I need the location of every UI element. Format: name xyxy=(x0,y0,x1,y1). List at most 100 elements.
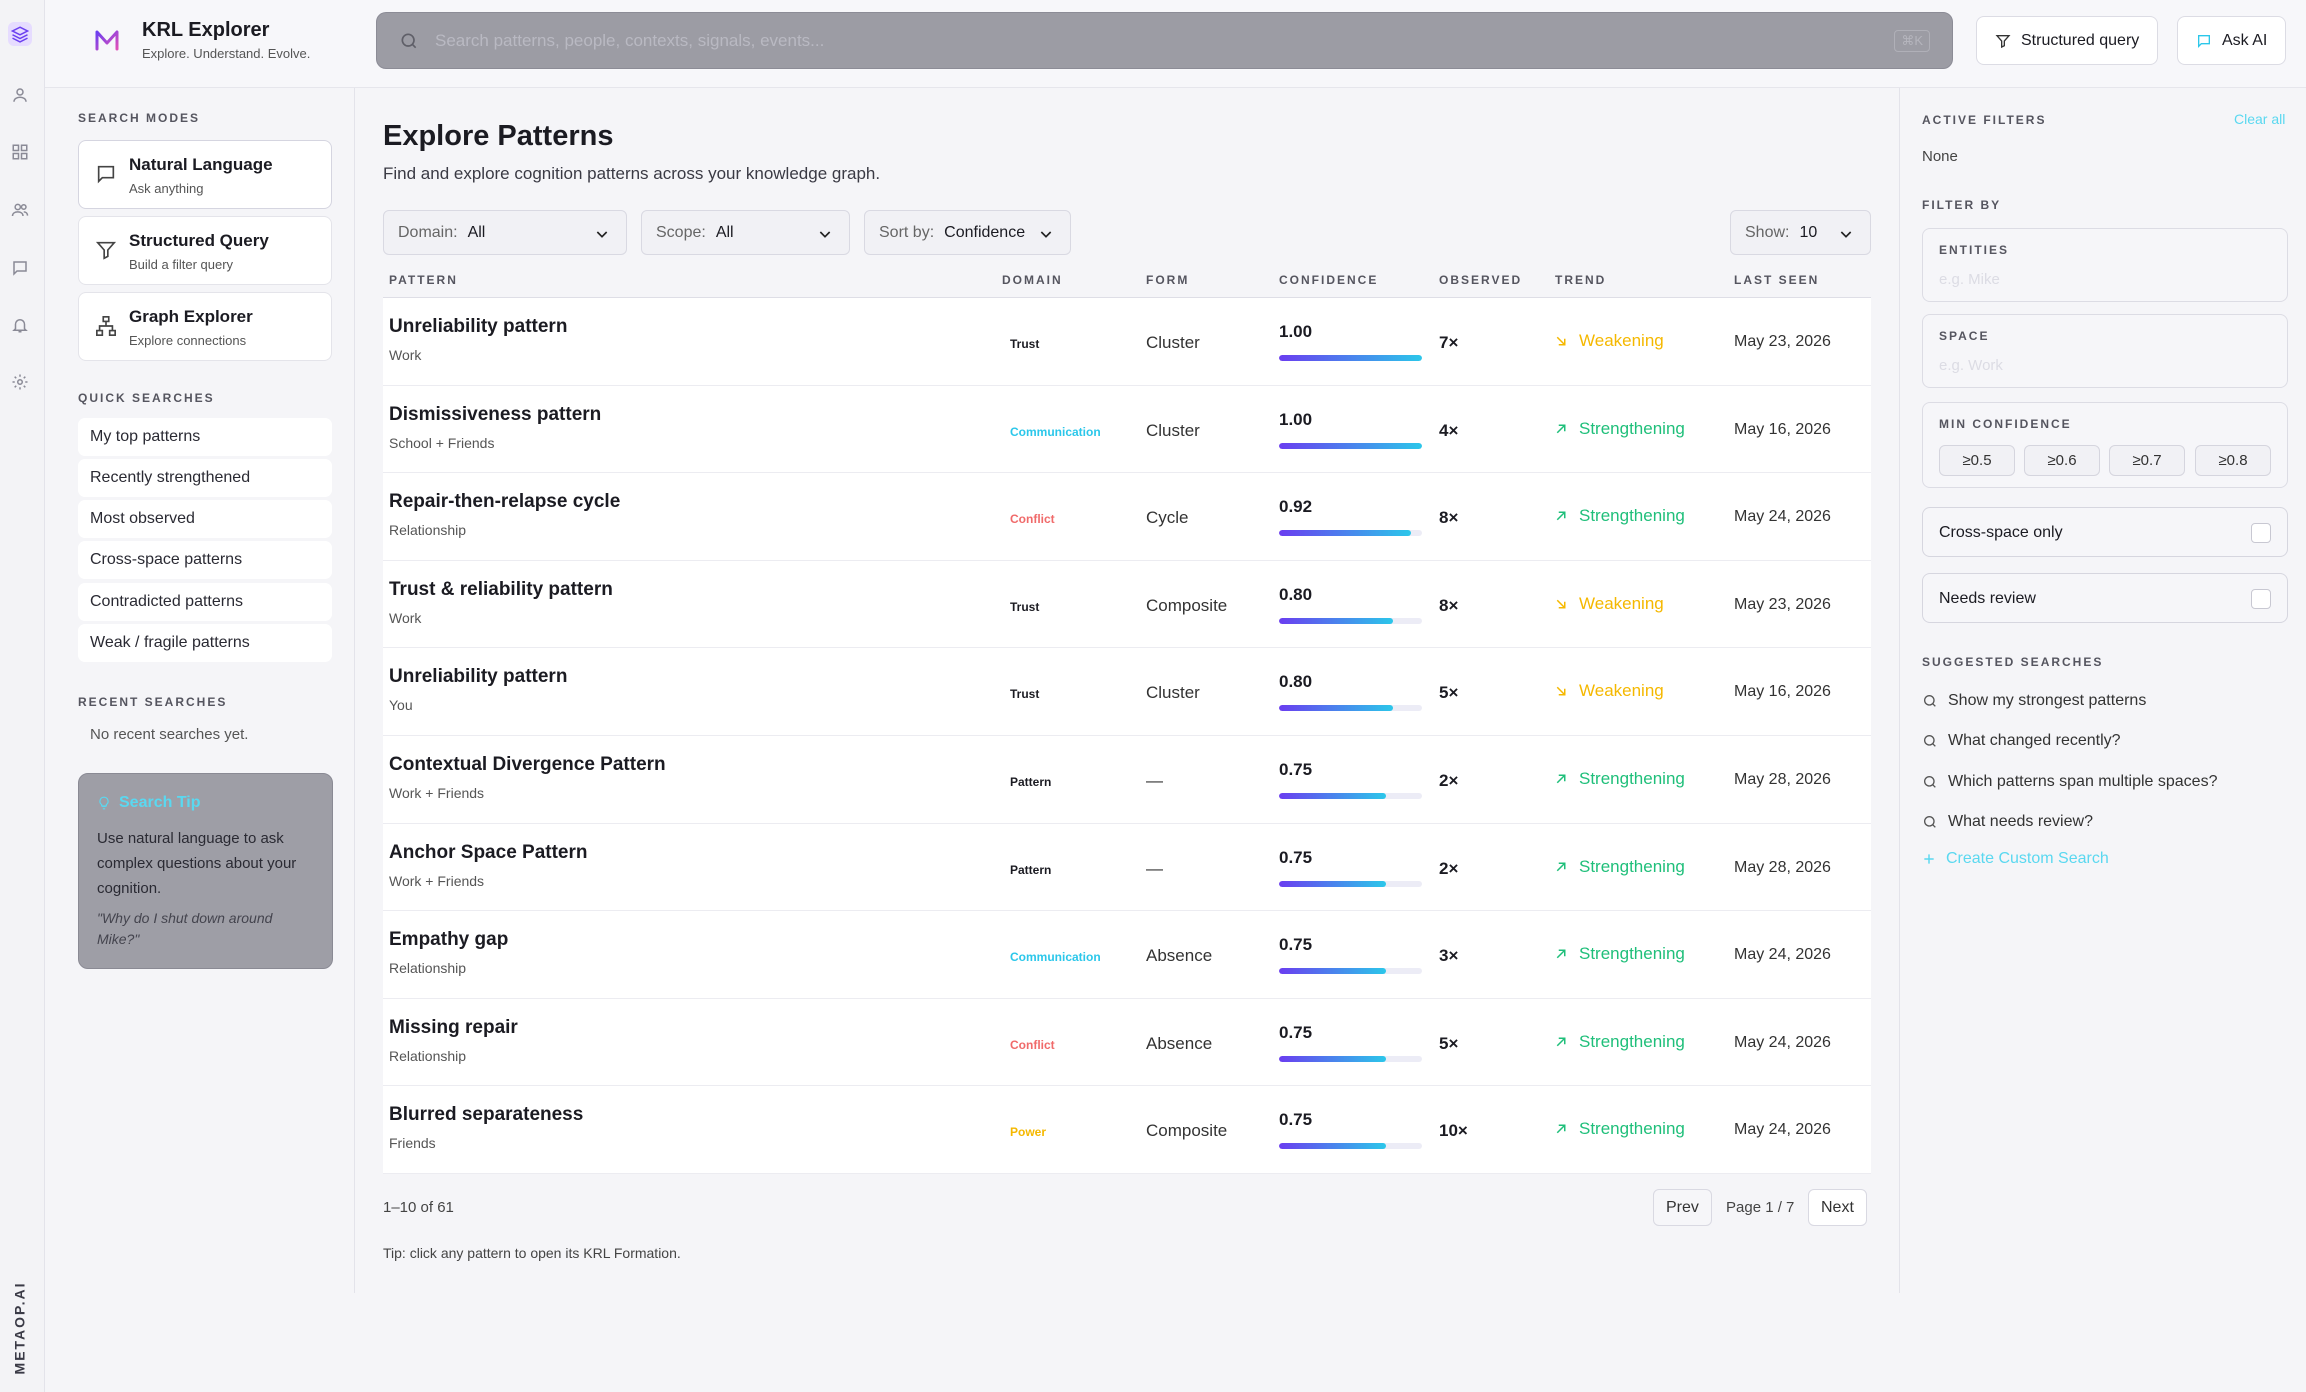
table-row[interactable]: Unreliability pattern Work Trust Cluster 1.0… xyxy=(383,298,1871,386)
form-value: — xyxy=(1146,770,1163,790)
min-confidence-option[interactable]: ≥0.6 xyxy=(2024,445,2100,476)
mode-subtitle: Ask anything xyxy=(129,181,204,196)
cross-space-toggle[interactable]: Cross-space only xyxy=(1922,507,2288,557)
cross-space-checkbox[interactable] xyxy=(2251,523,2271,543)
users-icon[interactable] xyxy=(8,198,32,222)
table-row[interactable]: Unreliability pattern You Trust Cluster 0.80… xyxy=(383,648,1871,736)
suggested-search-item[interactable]: What needs review? xyxy=(1922,813,2093,831)
search-placeholder: Search patterns, people, contexts, signa… xyxy=(435,31,825,50)
quick-search-item[interactable]: Cross-space patterns xyxy=(78,541,332,579)
suggested-search-item[interactable]: What changed recently? xyxy=(1922,732,2121,750)
col-observed[interactable]: OBSERVED xyxy=(1439,273,1523,287)
entities-field[interactable]: ENTITIES e.g. Mike xyxy=(1922,228,2288,302)
global-search-input[interactable]: Search patterns, people, contexts, signa… xyxy=(376,12,1953,69)
next-page-button[interactable]: Next xyxy=(1808,1189,1867,1226)
user-icon[interactable] xyxy=(8,83,32,107)
mode-subtitle: Explore connections xyxy=(129,333,247,348)
pattern-name[interactable]: Unreliability pattern xyxy=(389,666,568,688)
quick-search-item[interactable]: Weak / fragile patterns xyxy=(78,624,332,662)
space-field[interactable]: SPACE e.g. Work xyxy=(1922,314,2288,388)
table-row[interactable]: Anchor Space Pattern Work + Friends Patter… xyxy=(383,823,1871,912)
min-confidence-option[interactable]: ≥0.5 xyxy=(1939,445,2015,476)
suggested-search-item[interactable]: Which patterns span multiple spaces? xyxy=(1922,773,2217,791)
quick-search-item[interactable]: Contradicted patterns xyxy=(78,583,332,621)
page-size-select[interactable]: Show: 10 xyxy=(1730,210,1871,255)
pattern-space: Relationship xyxy=(389,1047,467,1064)
recent-searches-empty: No recent searches yet. xyxy=(90,726,249,743)
filter-label: Show: xyxy=(1745,223,1790,241)
pattern-name[interactable]: Repair-then-relapse cycle xyxy=(389,491,621,513)
min-confidence-option[interactable]: ≥0.8 xyxy=(2195,445,2271,476)
prev-page-button[interactable]: Prev xyxy=(1653,1189,1712,1226)
col-last-seen[interactable]: LAST SEEN xyxy=(1734,273,1820,287)
quick-search-item[interactable]: Most observed xyxy=(78,500,332,538)
trend-label: Weakening xyxy=(1579,681,1664,701)
arrow-down-right-icon xyxy=(1556,599,1566,609)
col-trend[interactable]: TREND xyxy=(1555,273,1607,287)
pattern-name[interactable]: Blurred separateness xyxy=(389,1104,584,1126)
table-row[interactable]: Trust & reliability pattern Work Trust Comp… xyxy=(383,560,1871,649)
filter-label: Scope: xyxy=(656,223,706,241)
scope-filter-select[interactable]: Scope: All xyxy=(641,210,850,255)
trend-label: Weakening xyxy=(1579,593,1664,613)
chat-icon[interactable] xyxy=(8,256,32,280)
ask-ai-label: Ask AI xyxy=(2222,31,2268,49)
trend-label: Strengthening xyxy=(1579,856,1685,876)
table-row[interactable]: Contextual Divergence Pattern Work + Frie… xyxy=(383,735,1871,824)
pattern-name[interactable]: Empathy gap xyxy=(389,929,509,951)
col-confidence[interactable]: CONFIDENCE xyxy=(1279,273,1379,287)
last-seen-date: May 23, 2026 xyxy=(1734,595,1831,613)
pattern-name[interactable]: Contextual Divergence Pattern xyxy=(389,753,666,775)
clear-all-link[interactable]: Clear all xyxy=(2234,111,2286,127)
domain-filter-select[interactable]: Domain: All xyxy=(383,210,627,255)
entities-placeholder: e.g. Mike xyxy=(1939,271,2000,288)
suggested-search-item[interactable]: Show my strongest patterns xyxy=(1922,692,2146,710)
bell-icon[interactable] xyxy=(8,313,32,337)
gear-icon[interactable] xyxy=(8,370,32,394)
table-row[interactable]: Blurred separateness Friends Power Composit… xyxy=(383,1086,1871,1174)
mode-graph-explorer[interactable]: Graph Explorer Explore connections xyxy=(78,292,332,361)
pattern-name[interactable]: Missing repair xyxy=(389,1016,518,1038)
pattern-name[interactable]: Anchor Space Pattern xyxy=(389,841,588,863)
needs-review-checkbox[interactable] xyxy=(2251,589,2271,609)
sort-select[interactable]: Sort by: Confidence xyxy=(864,210,1071,255)
confidence-bar xyxy=(1279,442,1422,449)
trend-label: Strengthening xyxy=(1579,944,1685,964)
pattern-name[interactable]: Dismissiveness pattern xyxy=(389,403,602,425)
trend-indicator: Strengthening xyxy=(1555,769,1685,789)
pattern-name[interactable]: Unreliability pattern xyxy=(389,316,568,337)
mode-structured-query[interactable]: Structured Query Build a filter query xyxy=(78,216,332,285)
mode-natural-language[interactable]: Natural Language Ask anything xyxy=(78,140,332,209)
table-row[interactable]: Missing repair Relationship Conflict Absenc… xyxy=(383,998,1871,1087)
table-row[interactable]: Repair-then-relapse cycle Relationship Con… xyxy=(383,473,1871,561)
needs-review-toggle[interactable]: Needs review xyxy=(1922,573,2288,623)
suggested-search-label: Show my strongest patterns xyxy=(1948,692,2147,709)
create-custom-search-link[interactable]: Create Custom Search xyxy=(1922,850,2109,868)
domain-tag: Pattern xyxy=(1010,774,1052,789)
quick-search-item[interactable]: Recently strengthened xyxy=(78,459,332,497)
ask-ai-button[interactable]: Ask AI xyxy=(2177,16,2287,65)
trend-label: Strengthening xyxy=(1579,1031,1685,1051)
arrow-up-right-icon xyxy=(1556,949,1566,959)
col-domain[interactable]: DOMAIN xyxy=(1002,273,1063,287)
grid-icon[interactable] xyxy=(8,140,32,164)
space-label: SPACE xyxy=(1939,329,1990,343)
quick-search-item[interactable]: My top patterns xyxy=(78,418,332,456)
confidence-value: 1.00 xyxy=(1279,322,1313,341)
domain-tag: Trust xyxy=(1010,599,1040,614)
pattern-space: School + Friends xyxy=(389,434,495,451)
search-sidebar: SEARCH MODES Natural Language Ask anythi… xyxy=(45,88,355,1293)
col-pattern[interactable]: PATTERN xyxy=(389,273,458,287)
result-count: 1–10 of 61 xyxy=(383,1199,454,1216)
tip-title-text: Search Tip xyxy=(119,794,201,811)
min-confidence-option[interactable]: ≥0.7 xyxy=(2109,445,2185,476)
layers-icon[interactable] xyxy=(8,22,32,46)
pattern-name[interactable]: Trust & reliability pattern xyxy=(389,578,613,600)
search-icon xyxy=(1924,735,1936,747)
observed-count: 7× xyxy=(1439,333,1459,352)
filter-value: All xyxy=(715,223,734,241)
col-form[interactable]: FORM xyxy=(1146,273,1190,287)
structured-query-button[interactable]: Structured query xyxy=(1976,16,2159,65)
table-row[interactable]: Empathy gap Relationship Communication Abse… xyxy=(383,911,1871,999)
table-row[interactable]: Dismissiveness pattern School + Friends Co… xyxy=(383,385,1871,474)
